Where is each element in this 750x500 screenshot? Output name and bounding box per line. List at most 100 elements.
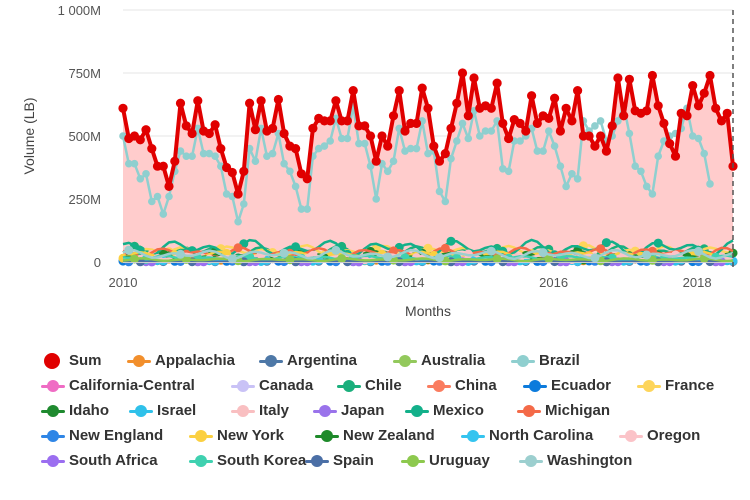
series-point [355,139,363,148]
legend-item[interactable]: Chile [336,377,402,394]
legend-item[interactable]: Washington [518,452,632,469]
legend-item[interactable]: South Africa [40,452,158,469]
series-point [642,250,652,260]
series-point [614,117,622,125]
legend-item[interactable]: Sum [40,352,102,369]
series-point [562,182,570,191]
x-axis: 2010 2012 2014 2016 2018 [109,275,712,290]
legend-label: Italy [259,402,290,419]
legend: Sum Appalachia Argentina Australia Brazil Cal… [40,348,740,473]
legend-item[interactable]: Uruguay [400,452,490,469]
legend-swatch-icon [460,428,486,444]
legend-item[interactable]: South Korea [188,452,306,469]
series-point [527,91,537,101]
series-point [486,246,496,256]
series-point [452,98,462,108]
legend-swatch-icon [230,378,256,394]
legend-item[interactable]: North Carolina [460,427,593,444]
legend-label: Oregon [647,427,701,444]
series-point [711,103,721,113]
series-point [210,120,220,130]
legend-item[interactable]: Idaho [40,402,109,419]
series-point [325,116,335,126]
series-point [463,111,473,121]
series-point [659,118,669,128]
series-point [411,118,422,128]
series-point [544,254,554,264]
series-point [326,137,335,145]
legend-item[interactable]: New York [188,427,284,444]
series-point [365,131,376,141]
legend-item[interactable]: Brazil [510,352,580,369]
legend-item[interactable]: China [426,377,497,394]
series-point [596,244,606,254]
series-point [320,142,329,150]
series-point [550,142,559,150]
series-point [417,83,427,93]
legend-label: Washington [547,452,633,469]
x-tick-label: 2014 [396,275,425,290]
legend-item[interactable]: Israel [128,402,196,419]
series-point [447,154,455,163]
series-point [205,149,214,158]
legend-row: South Africa South Korea Spain Uruguay Washi… [40,448,740,473]
y-axis: 0 250M 500M 750M 1 000M [58,3,101,270]
legend-label: Ecuador [551,377,612,394]
legend-label: New Zealand [343,427,435,444]
series-point [624,74,635,84]
legend-label: South Korea [217,452,307,469]
series-point [303,205,312,213]
legend-item[interactable]: Italy [230,402,289,419]
legend-item[interactable]: Michigan [516,402,610,419]
series-point [590,141,600,151]
series-point [440,243,450,253]
series-point [135,135,145,145]
legend-item[interactable]: Spain [304,452,374,469]
legend-swatch-icon [518,453,544,469]
series-point [291,242,301,252]
legend-item[interactable]: Ecuador [522,377,611,394]
series-point [147,144,157,154]
legend-item[interactable]: Oregon [618,427,700,444]
legend-item[interactable]: Japan [312,402,384,419]
series-point [148,197,156,206]
series-layer [118,68,738,267]
y-tick-label: 0 [94,255,101,270]
legend-item[interactable]: Mexico [404,402,484,419]
legend-label: Spain [333,452,374,469]
legend-item[interactable]: Argentina [258,352,357,369]
legend-item[interactable]: Appalachia [126,352,235,369]
series-point [682,111,692,121]
series-point [693,101,704,111]
series-point [227,254,237,264]
series-point [464,134,473,143]
series-point [521,126,531,136]
series-point [705,70,715,81]
series-point [406,144,415,153]
legend-label: Israel [157,402,197,419]
series-point [573,86,583,96]
legend-swatch-icon [510,353,536,369]
legend-swatch-icon [522,378,548,394]
legend-item[interactable]: Australia [392,352,485,369]
legend-item[interactable]: New England [40,427,163,444]
legend-swatch-icon [400,453,426,469]
legend-swatch-icon [40,428,66,444]
legend-item[interactable]: Canada [230,377,313,394]
series-point [372,195,381,203]
series-point [182,152,191,160]
series-point [590,253,600,263]
series-point [158,161,168,171]
legend-item[interactable]: France [636,377,714,394]
legend-swatch-icon [258,353,284,369]
series-point [561,103,571,113]
series-point [434,156,445,166]
series-point [706,180,714,188]
series-point [457,68,468,78]
legend-item[interactable]: California-Central [40,377,195,394]
legend-item[interactable]: New Zealand [314,427,435,444]
series-point [383,167,392,176]
series-point [164,181,174,191]
series-point [544,113,554,123]
series-point [136,175,145,183]
